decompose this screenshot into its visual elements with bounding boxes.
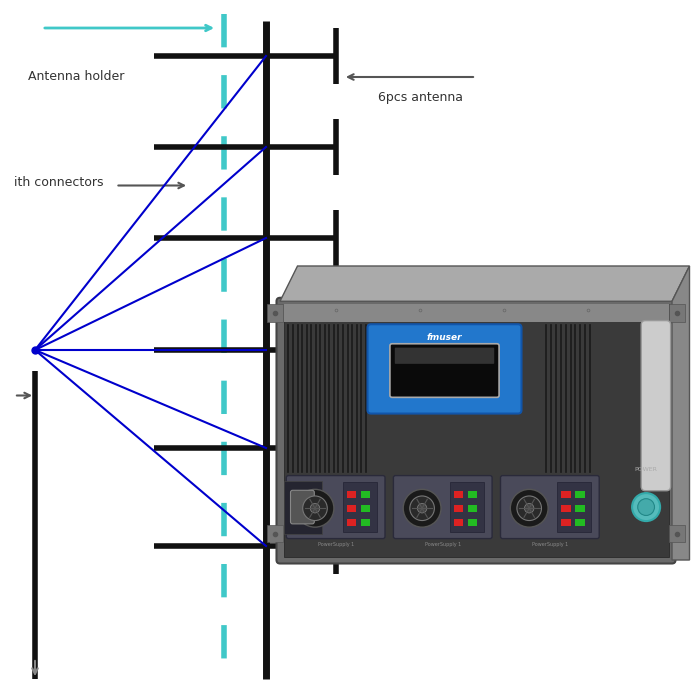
Circle shape <box>302 496 328 521</box>
Circle shape <box>524 503 534 513</box>
Circle shape <box>632 493 660 521</box>
Circle shape <box>517 496 542 521</box>
Text: PowerSupply 1: PowerSupply 1 <box>425 542 461 547</box>
Bar <box>284 481 322 533</box>
Bar <box>343 482 377 532</box>
FancyBboxPatch shape <box>390 344 499 398</box>
Text: POWER: POWER <box>635 467 657 472</box>
Text: Antenna holder: Antenna holder <box>28 71 125 83</box>
Bar <box>468 519 477 526</box>
Circle shape <box>417 503 427 513</box>
Circle shape <box>638 498 655 515</box>
Bar <box>347 519 356 526</box>
Bar <box>267 304 283 322</box>
Circle shape <box>403 489 441 527</box>
Bar <box>361 505 370 512</box>
FancyBboxPatch shape <box>286 475 385 538</box>
Bar <box>575 491 584 498</box>
Text: PowerSupply 1: PowerSupply 1 <box>532 542 568 547</box>
Bar <box>561 491 570 498</box>
Bar <box>450 482 484 532</box>
Bar <box>361 491 370 498</box>
Bar <box>284 304 668 322</box>
Bar <box>669 525 685 542</box>
Bar <box>561 519 570 526</box>
FancyBboxPatch shape <box>393 475 492 538</box>
Bar <box>347 505 356 512</box>
Bar <box>454 519 463 526</box>
FancyBboxPatch shape <box>368 324 522 414</box>
Bar <box>347 491 356 498</box>
Bar <box>454 491 463 498</box>
Text: PowerSupply 1: PowerSupply 1 <box>318 542 354 547</box>
FancyBboxPatch shape <box>641 321 671 491</box>
Bar <box>284 304 668 557</box>
Bar <box>267 525 283 542</box>
FancyBboxPatch shape <box>500 475 599 538</box>
Bar <box>575 505 584 512</box>
Bar <box>561 505 570 512</box>
Circle shape <box>296 489 334 527</box>
FancyBboxPatch shape <box>276 298 676 564</box>
Bar <box>454 505 463 512</box>
Circle shape <box>510 489 548 527</box>
Circle shape <box>310 503 320 513</box>
Polygon shape <box>672 266 690 560</box>
Bar <box>669 304 685 322</box>
Text: fmuser: fmuser <box>427 333 462 342</box>
Bar <box>468 505 477 512</box>
Bar <box>575 519 584 526</box>
FancyBboxPatch shape <box>395 348 494 364</box>
Bar <box>468 491 477 498</box>
Circle shape <box>410 496 435 521</box>
Polygon shape <box>280 266 690 301</box>
Text: 6pcs antenna: 6pcs antenna <box>378 92 463 104</box>
FancyBboxPatch shape <box>290 490 314 524</box>
Text: ith connectors: ith connectors <box>14 176 104 188</box>
Bar <box>361 519 370 526</box>
Bar <box>557 482 591 532</box>
